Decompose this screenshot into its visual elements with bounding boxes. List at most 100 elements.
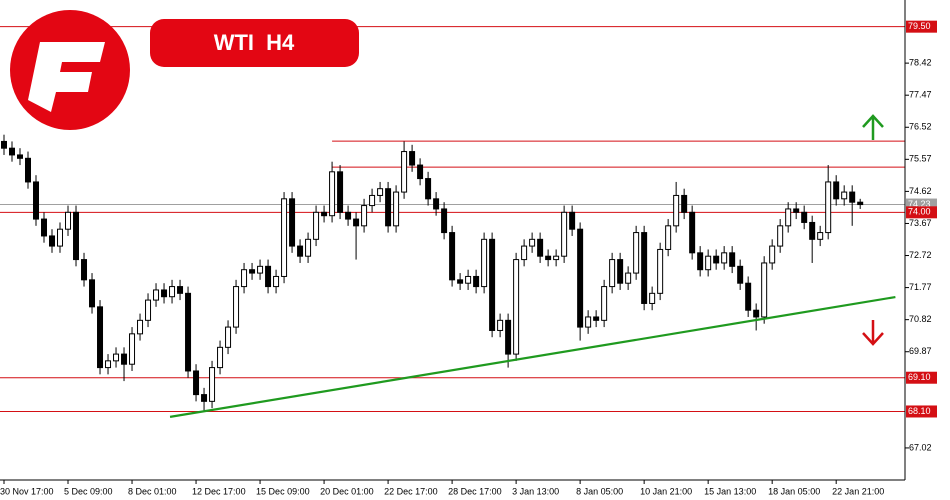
y-tick-label: 71.77	[909, 282, 932, 292]
candle-body	[569, 211, 576, 230]
candle-body	[321, 211, 328, 217]
candle-body	[273, 275, 280, 288]
level-label: 68.10	[908, 406, 931, 416]
candle-body	[409, 151, 416, 166]
candle-body	[385, 188, 392, 227]
x-tick-label: 15 Jan 13:00	[704, 486, 756, 496]
candle-body	[9, 147, 16, 156]
trendline	[169, 295, 896, 418]
candle-body	[177, 286, 184, 294]
candle-body	[465, 275, 472, 284]
y-tick-label: 78.42	[909, 57, 932, 67]
candle-body	[449, 232, 456, 281]
current-price-label: 74.23	[908, 199, 931, 209]
y-tick-label: 70.82	[909, 314, 932, 324]
candle-body	[769, 245, 776, 264]
x-tick-label: 30 Nov 17:00	[0, 486, 54, 496]
candle-body	[809, 221, 816, 240]
candle-body	[65, 211, 72, 230]
candle-body	[665, 225, 672, 250]
candle-body	[673, 194, 680, 227]
candle-body	[145, 299, 152, 321]
candle-body	[401, 151, 408, 193]
candle-body	[545, 255, 552, 261]
candle-body	[457, 279, 464, 284]
level-label: 74.00	[908, 207, 931, 217]
candle-body	[857, 201, 864, 206]
candle-body	[425, 178, 432, 200]
candle-body	[185, 292, 192, 372]
candle-body	[577, 228, 584, 328]
candle-body	[25, 157, 32, 183]
x-tick-label: 8 Jan 05:00	[576, 486, 623, 496]
candle-body	[105, 360, 112, 369]
candle-body	[433, 198, 440, 210]
candle-body	[169, 286, 176, 298]
candle-body	[513, 259, 520, 355]
candle-body	[89, 279, 96, 308]
logo-mark	[28, 42, 105, 112]
candle-body	[209, 367, 216, 402]
y-tick-label: 72.72	[909, 250, 932, 260]
candle-body	[761, 262, 768, 318]
candle-body	[833, 181, 840, 200]
candle-body	[305, 238, 312, 257]
level-label-box	[906, 371, 937, 384]
candle-body	[489, 238, 496, 331]
candle-body	[81, 259, 88, 281]
candle-body	[649, 292, 656, 304]
candle-body	[553, 255, 560, 261]
down-arrow	[862, 320, 884, 346]
candle-body	[41, 218, 48, 237]
candle-body	[57, 228, 64, 247]
up-arrow	[862, 114, 884, 140]
candle-body	[497, 319, 504, 331]
candle-body	[97, 306, 104, 369]
candle-body	[241, 269, 248, 288]
y-tick-label: 75.57	[909, 154, 932, 164]
candle-body	[713, 255, 720, 264]
candle-body	[505, 319, 512, 355]
candle-body	[849, 191, 856, 203]
candle-body	[521, 245, 528, 261]
candle-body	[345, 211, 352, 220]
x-tick-label: 12 Dec 17:00	[192, 486, 246, 496]
x-tick-label: 10 Jan 21:00	[640, 486, 692, 496]
candle-body	[153, 289, 160, 301]
chart-title: WTI H4	[214, 30, 295, 55]
candle-body	[529, 238, 536, 247]
candle-body	[657, 248, 664, 294]
level-label-box	[906, 206, 937, 219]
logo-circle	[10, 10, 130, 130]
level-label: 69.10	[908, 372, 931, 382]
candle-body	[297, 245, 304, 257]
candle-body	[161, 289, 168, 298]
candle-body	[337, 171, 344, 213]
candle-body	[585, 316, 592, 328]
candle-body	[745, 282, 752, 311]
candle-body	[593, 316, 600, 321]
candle-body	[473, 275, 480, 288]
candle-body	[369, 194, 376, 207]
candle-body	[257, 265, 264, 274]
candle-body	[313, 211, 320, 240]
x-tick-label: 28 Dec 17:00	[448, 486, 502, 496]
y-tick-label: 73.67	[909, 218, 932, 228]
candle-body	[721, 252, 728, 264]
x-tick-label: 22 Dec 17:00	[384, 486, 438, 496]
candle-body	[841, 191, 848, 200]
candle-body	[353, 218, 360, 227]
candle-body	[633, 232, 640, 274]
candle-body	[281, 198, 288, 277]
candle-body	[561, 211, 568, 257]
level-label-box	[906, 405, 937, 418]
y-tick-label: 67.02	[909, 442, 932, 452]
candle-body	[17, 154, 24, 159]
candle-body	[801, 211, 808, 223]
candle-body	[137, 319, 144, 335]
candle-body	[73, 211, 80, 261]
x-tick-label: 15 Dec 09:00	[256, 486, 310, 496]
candle-body	[793, 208, 800, 213]
candle-body	[225, 326, 232, 348]
